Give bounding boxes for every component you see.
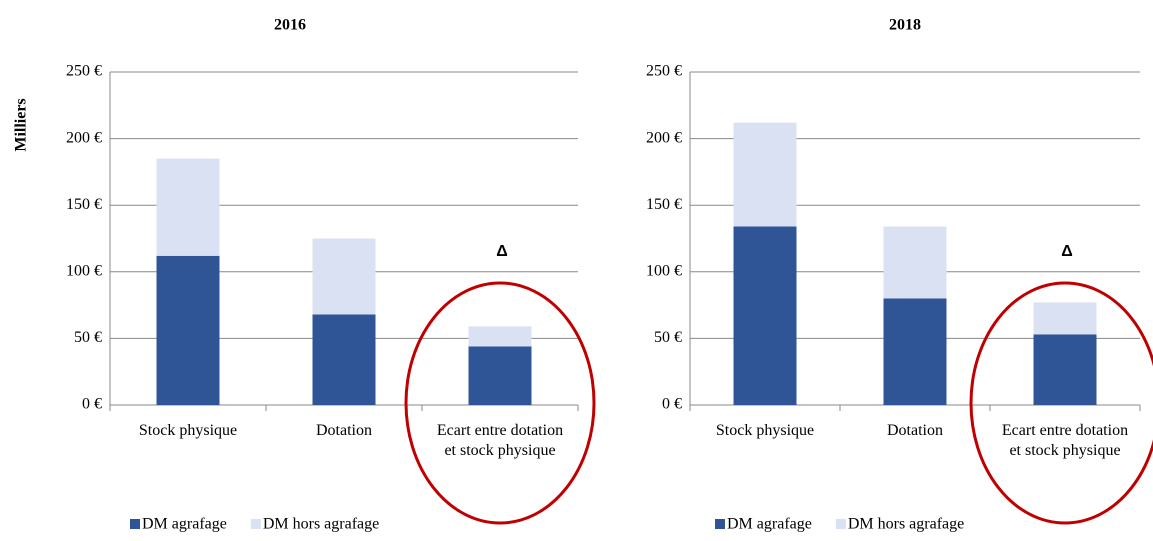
y-tick-label: 50 € xyxy=(74,329,102,346)
bar-segment xyxy=(733,226,797,405)
bar-segment xyxy=(883,298,947,405)
bar-segment xyxy=(312,238,376,315)
bar-segment xyxy=(156,255,220,405)
chart-title: 2016 xyxy=(274,17,306,34)
y-tick-label: 200 € xyxy=(646,129,682,146)
bar-segment xyxy=(468,326,532,347)
y-tick-label: 200 € xyxy=(66,129,102,146)
chart-title: 2018 xyxy=(889,17,921,34)
legend-label: DM agrafage xyxy=(727,516,812,533)
y-tick-label: 100 € xyxy=(66,262,102,279)
legend-swatch xyxy=(130,519,140,529)
x-tick-label: Ecart entre dotation et stock physique xyxy=(1001,422,1129,459)
legend-swatch xyxy=(835,519,846,529)
bar-segment xyxy=(312,314,376,405)
x-tick-label: Dotation xyxy=(316,422,372,439)
legend-swatch xyxy=(715,519,725,529)
bar-segment xyxy=(1033,302,1097,335)
legend-label: DM agrafage xyxy=(142,516,227,533)
x-tick-label: Stock physique xyxy=(715,422,815,439)
y-tick-label: 150 € xyxy=(646,196,682,213)
annotation: Δ xyxy=(1061,243,1073,260)
y-tick-label: 150 € xyxy=(66,196,102,213)
bar-segment xyxy=(156,158,220,256)
legend-label: DM hors agrafage xyxy=(848,516,964,533)
highlight-ellipse xyxy=(404,281,596,525)
x-tick-label: Dotation xyxy=(887,422,943,439)
y-tick-label: 0 € xyxy=(82,396,102,413)
bar-segment xyxy=(1033,334,1097,405)
y-tick-label: 250 € xyxy=(646,63,682,80)
legend-swatch xyxy=(250,519,261,529)
highlight-ellipse xyxy=(969,281,1153,525)
bar-segment xyxy=(733,122,797,227)
legend-label: DM hors agrafage xyxy=(263,516,379,533)
y-tick-label: 250 € xyxy=(66,63,102,80)
y-tick-label: 100 € xyxy=(646,262,682,279)
x-tick-label: Stock physique xyxy=(138,422,238,439)
annotation: Δ xyxy=(496,243,508,260)
bar-segment xyxy=(468,346,532,405)
x-tick-label: Ecart entre dotation et stock physique xyxy=(436,422,564,459)
y-tick-label: 0 € xyxy=(662,396,682,413)
y-axis-label: Milliers xyxy=(13,98,30,151)
bar-segment xyxy=(883,226,947,299)
y-tick-label: 50 € xyxy=(654,329,682,346)
